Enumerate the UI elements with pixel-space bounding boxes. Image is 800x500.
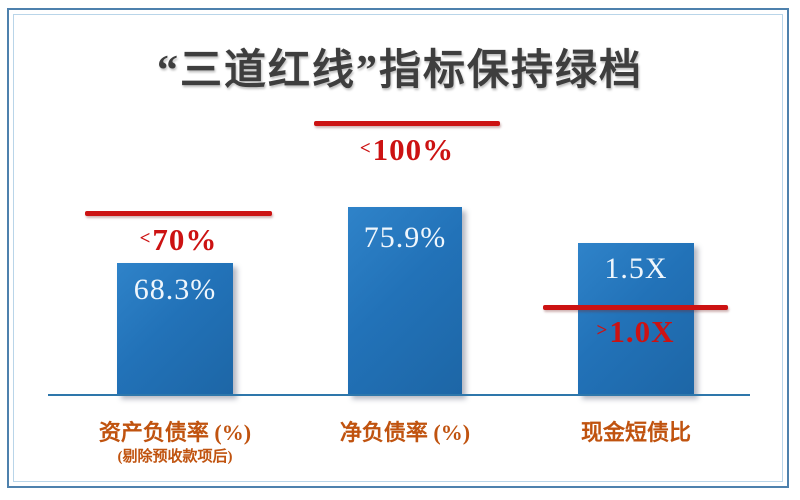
threshold-line-net-debt (314, 121, 500, 126)
threshold-label-asset-liability: <70% (85, 224, 272, 255)
inner-frame-border (13, 14, 783, 482)
x-axis-baseline (48, 394, 750, 396)
threshold-line-cash-short-debt (543, 305, 728, 310)
category-text: 资产负债率 (%) (98, 420, 252, 445)
bar-cash-short-debt-ratio: 1.5X (578, 243, 694, 395)
chart-title: “三道红线”指标保持绿档 (156, 48, 643, 94)
threshold-value: 1.0X (609, 314, 675, 349)
bar-value-label: 68.3% (133, 273, 217, 306)
greater-than-icon: > (596, 320, 609, 341)
threshold-value: 100% (372, 132, 455, 167)
less-than-icon: < (359, 138, 372, 159)
category-label-cash-short-debt: 现金短债比 (516, 420, 756, 445)
category-text: 现金短债比 (580, 420, 691, 445)
category-note: (剔除预收款项后) (117, 449, 233, 466)
bar-value-label: 1.5X (604, 252, 668, 285)
threshold-label-cash-short-debt: >1.0X (543, 316, 728, 347)
bar-asset-liability-ratio: 68.3% (117, 263, 233, 395)
category-label-asset-liability: 资产负债率 (%) (剔除预收款项后) (55, 420, 295, 467)
category-text: 净负债率 (%) (339, 420, 471, 445)
less-than-icon: < (139, 228, 152, 249)
threshold-line-asset-liability (85, 211, 272, 216)
outer-frame-border (7, 8, 789, 488)
threshold-value: 70% (152, 222, 218, 257)
bar-value-label: 75.9% (363, 221, 447, 254)
category-label-net-debt: 净负债率 (%) (285, 420, 525, 445)
threshold-label-net-debt: <100% (314, 134, 500, 165)
bar-net-debt-ratio: 75.9% (348, 207, 462, 395)
